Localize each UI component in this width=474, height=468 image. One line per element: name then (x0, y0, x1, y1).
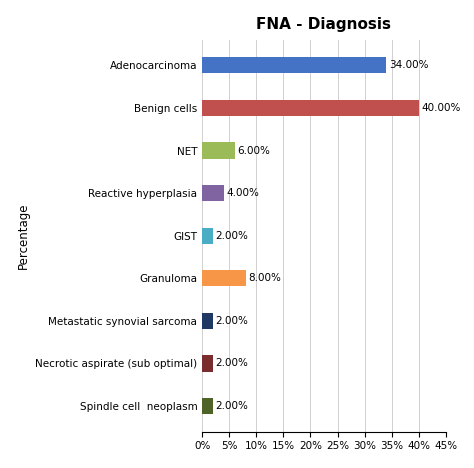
Text: 34.00%: 34.00% (389, 60, 428, 70)
Bar (202, 185, 224, 201)
Bar (202, 100, 419, 116)
Bar (202, 270, 246, 286)
Bar (202, 355, 213, 372)
Bar (202, 227, 213, 244)
Y-axis label: Percentage: Percentage (17, 203, 30, 269)
Text: 2.00%: 2.00% (216, 401, 249, 411)
Bar (202, 398, 213, 414)
Text: 6.00%: 6.00% (237, 146, 270, 155)
Bar (202, 313, 213, 329)
Text: 2.00%: 2.00% (216, 358, 249, 368)
Text: 40.00%: 40.00% (421, 103, 461, 113)
Text: 8.00%: 8.00% (248, 273, 281, 283)
Bar (202, 57, 386, 73)
Text: 2.00%: 2.00% (216, 316, 249, 326)
Title: FNA - Diagnosis: FNA - Diagnosis (256, 17, 392, 32)
Bar (202, 142, 235, 159)
Text: 4.00%: 4.00% (227, 188, 259, 198)
Text: 2.00%: 2.00% (216, 231, 249, 241)
